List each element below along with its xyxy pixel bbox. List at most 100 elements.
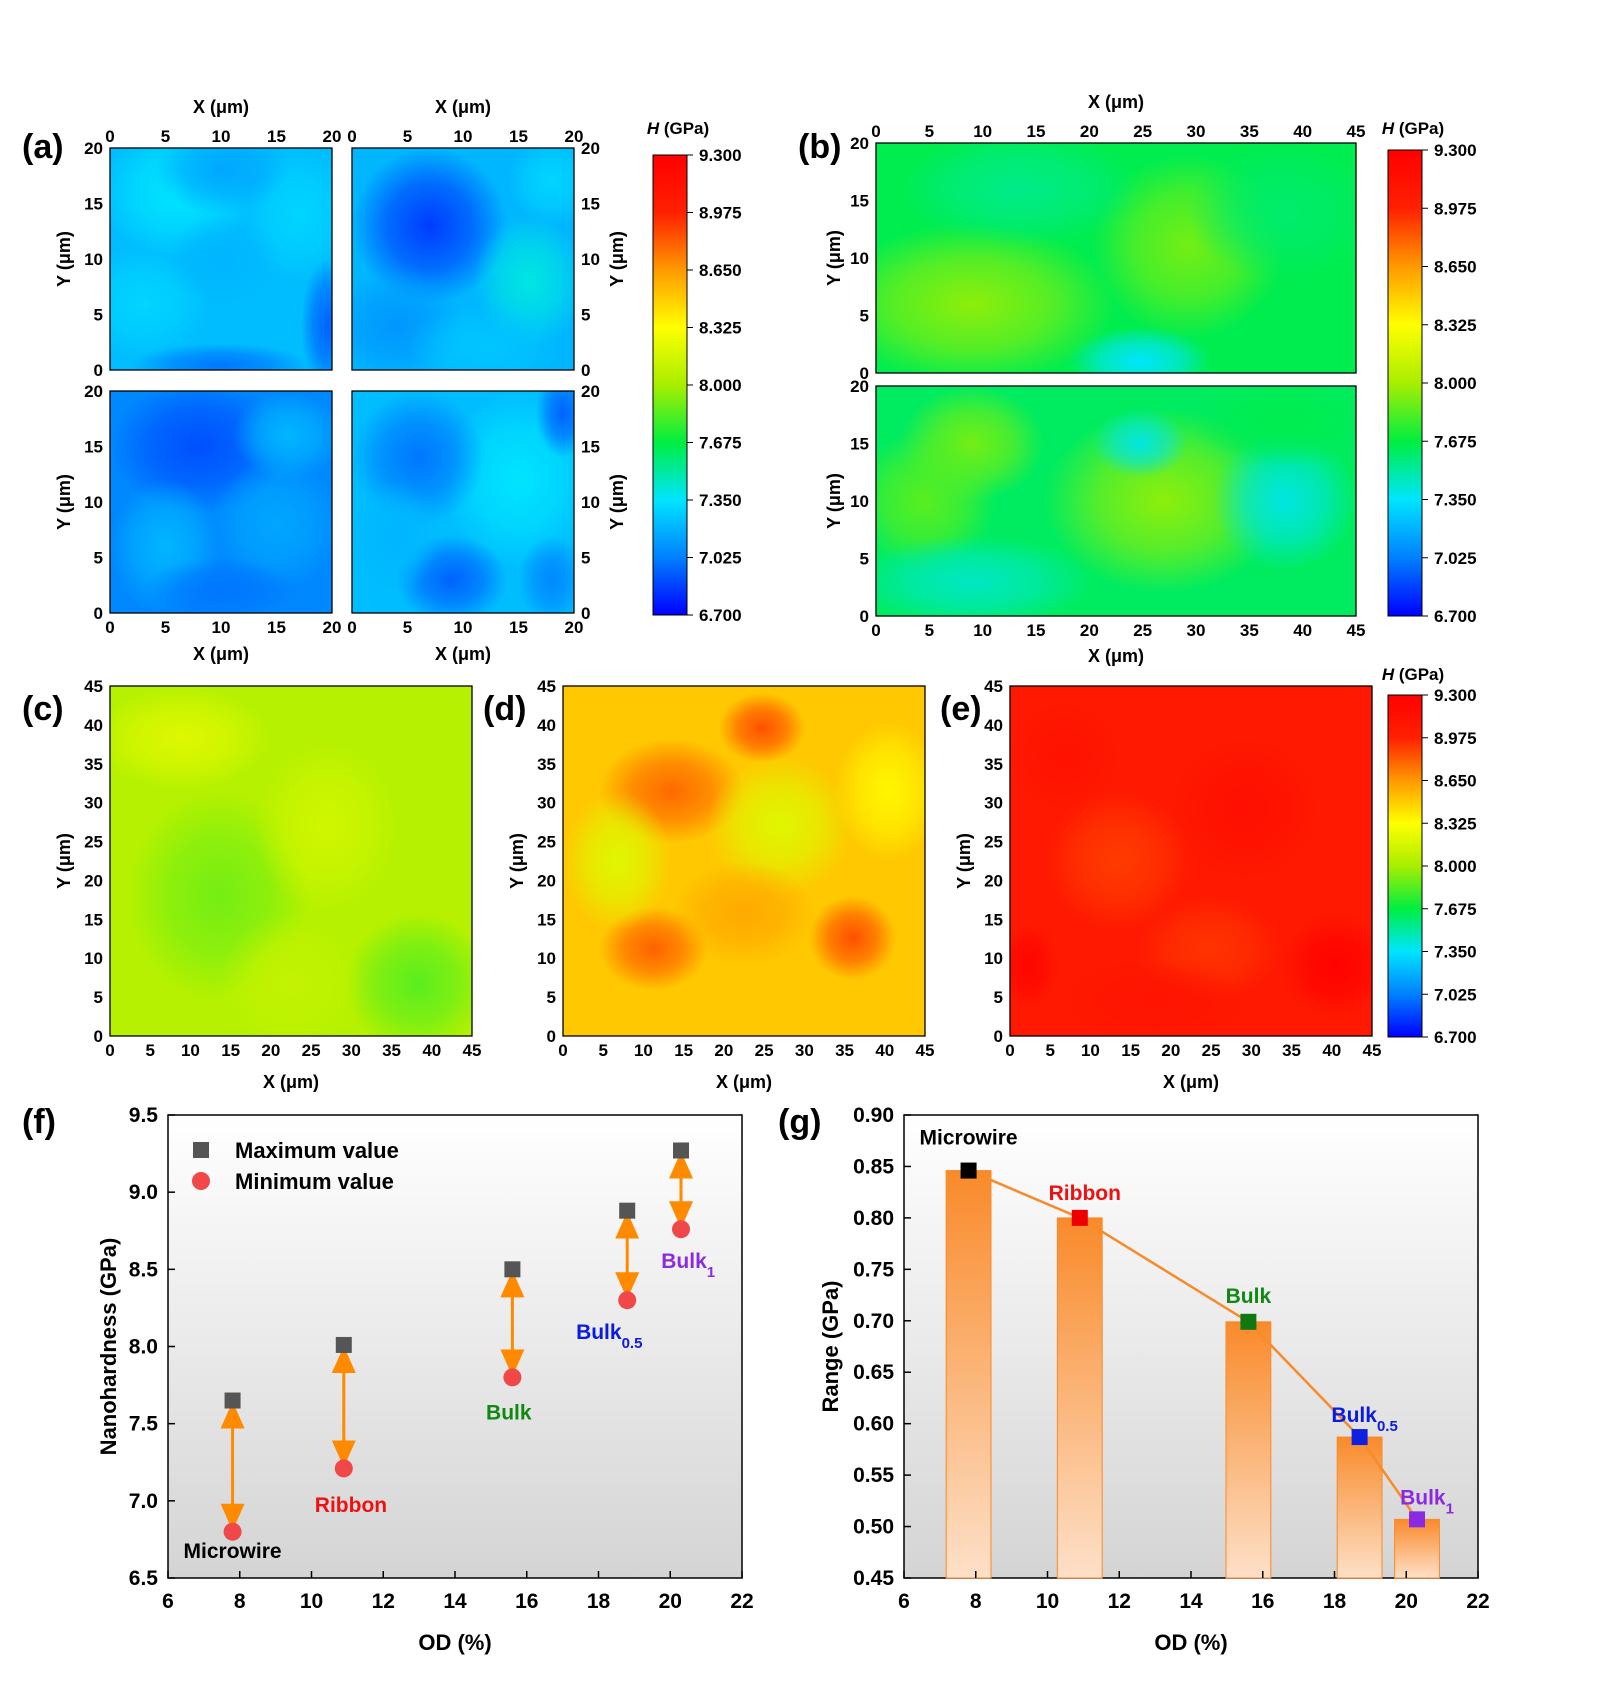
y-tick-label: 0.90 — [853, 1104, 894, 1127]
colorbar-tick-label: 7.675 — [1434, 900, 1477, 919]
x-tick-label: 5 — [925, 621, 934, 640]
x-tick-label: 0 — [105, 1041, 114, 1060]
colorbar-scale — [652, 154, 688, 616]
map-hotspot — [165, 214, 277, 304]
x-axis-title-a: X (μm) — [193, 97, 249, 117]
colorbar-tick-label: 8.325 — [1434, 814, 1477, 833]
x-tick-label: 30 — [342, 1041, 361, 1060]
x-tick-label: 20 — [1395, 1590, 1418, 1613]
map-hotspot — [352, 479, 441, 591]
x-tick-label: 8 — [234, 1590, 246, 1613]
y-tick-label: 10 — [84, 949, 103, 968]
y-tick-label: 5 — [860, 550, 869, 569]
y-tick-label: 45 — [537, 677, 556, 696]
colorbar-tick-label: 8.650 — [699, 261, 742, 280]
min-point — [223, 1522, 242, 1541]
x-tick-label: 5 — [925, 122, 934, 141]
map-hotspot — [352, 148, 508, 304]
x-tick-label: 14 — [1179, 1590, 1203, 1613]
colorbar-b: H (GPa) 9.300 8.975 8.650 8.325 8.000 7.675 7.3… — [1382, 119, 1477, 626]
y-axis-title-a: Y (μm) — [607, 474, 627, 530]
x-tick-label: 15 — [1027, 122, 1046, 141]
x-tick-label: 15 — [267, 127, 286, 146]
colorbar-tick-label: 8.000 — [1434, 857, 1477, 876]
colorbar-title: H (GPa) — [1382, 119, 1444, 138]
y-tick-label: 40 — [984, 716, 1003, 735]
min-point — [618, 1291, 637, 1310]
y-tick-label: 0.60 — [853, 1413, 894, 1436]
x-tick-label: 35 — [1240, 122, 1259, 141]
y-tick-label: 20 — [537, 871, 556, 890]
y-tick-label: 0.85 — [853, 1155, 894, 1178]
sample-label: Microwire — [184, 1540, 282, 1563]
panel-label-c: (c) — [22, 690, 64, 728]
x-tick-label: 20 — [1080, 122, 1099, 141]
y-tick-label: 9.0 — [129, 1181, 158, 1204]
x-tick-label: 40 — [1293, 621, 1312, 640]
x-tick-label: 15 — [1121, 1041, 1140, 1060]
x-tick-label: 20 — [659, 1590, 682, 1613]
map-frame — [109, 685, 473, 1037]
y-axis-title: Range (GPa) — [818, 1280, 843, 1412]
y-tick-label: 35 — [84, 755, 103, 774]
map-a-4 — [351, 390, 575, 614]
map-a-2 — [351, 147, 575, 371]
panel-label-e: (e) — [940, 690, 982, 728]
colorbar-tick-label: 7.025 — [1434, 985, 1477, 1004]
x-axis-title-d: X (μm) — [716, 1072, 772, 1092]
x-tick-label: 5 — [403, 618, 412, 637]
y-tick-label: 15 — [84, 438, 103, 457]
sample-label: Bulk — [1226, 1285, 1272, 1308]
y-tick-label: 10 — [84, 493, 103, 512]
x-tick-label: 10 — [181, 1041, 200, 1060]
colorbar-a: H (GPa) 9.300 8.975 8.650 8.325 8.000 7.675 7.3… — [647, 119, 742, 625]
max-point — [504, 1261, 521, 1278]
y-tick-label: 0 — [94, 361, 103, 380]
sample-label: Ribbon — [315, 1494, 387, 1517]
x-tick-label: 12 — [1108, 1590, 1131, 1613]
min-point — [503, 1368, 522, 1387]
colorbar-tick-label: 7.350 — [1434, 943, 1477, 962]
y-tick-label: 25 — [984, 833, 1003, 852]
x-tick-label: 5 — [161, 618, 170, 637]
y-tick-label: 10 — [581, 493, 600, 512]
sample-label: Microwire — [920, 1127, 1018, 1150]
x-tick-label: 12 — [372, 1590, 395, 1613]
colorbar-tick-label: 7.350 — [699, 491, 742, 510]
x-tick-label: 0 — [105, 618, 114, 637]
x-tick-label: 30 — [1187, 122, 1206, 141]
legend-label-min: Minimum value — [235, 1169, 394, 1194]
colorbar-scale — [1387, 149, 1423, 617]
y-tick-label: 20 — [84, 382, 103, 401]
x-tick-label: 0 — [347, 618, 356, 637]
y-axis-title-b: Y (μm) — [824, 230, 844, 286]
map-hotspot — [1068, 327, 1212, 373]
y-tick-label: 0.45 — [853, 1567, 894, 1590]
y-tick-label: 30 — [537, 794, 556, 813]
y-tick-label: 0.70 — [853, 1310, 894, 1333]
max-point — [335, 1336, 352, 1353]
x-tick-label: 5 — [1045, 1041, 1054, 1060]
x-tick-label: 20 — [714, 1041, 733, 1060]
x-tick-label: 0 — [871, 621, 880, 640]
y-tick-label: 0 — [581, 361, 590, 380]
y-tick-label: 20 — [850, 134, 869, 153]
map-c — [109, 685, 473, 1037]
x-tick-label: 25 — [1133, 122, 1152, 141]
x-tick-label: 20 — [323, 618, 342, 637]
map-a-3 — [109, 390, 333, 614]
y-tick-label: 45 — [84, 677, 103, 696]
sample-label: Ribbon — [1049, 1182, 1121, 1205]
y-tick-label: 15 — [537, 910, 556, 929]
map-frame — [1009, 685, 1373, 1037]
x-tick-label: 22 — [1466, 1590, 1489, 1613]
colorbar-tick-label: 8.975 — [1434, 729, 1477, 748]
range-bar — [1394, 1518, 1440, 1579]
x-tick-label: 15 — [267, 618, 286, 637]
panel-label-g: (g) — [778, 1103, 821, 1141]
x-tick-label: 20 — [1161, 1041, 1180, 1060]
y-tick-label: 30 — [984, 794, 1003, 813]
range-point — [1240, 1313, 1257, 1330]
